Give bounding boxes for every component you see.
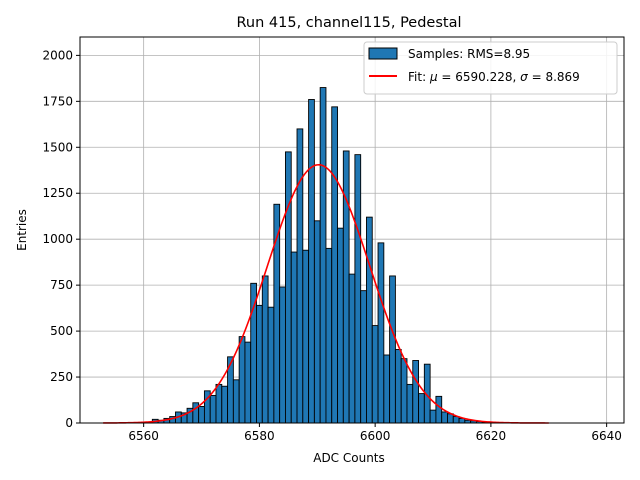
- histogram-bar: [412, 360, 420, 424]
- x-tick-label: 6560: [128, 429, 159, 443]
- histogram-bar: [238, 336, 246, 424]
- histogram-bar: [244, 341, 252, 424]
- histogram-bar: [400, 358, 408, 424]
- x-tick-label: 6600: [360, 429, 391, 443]
- histogram-bar: [406, 383, 414, 424]
- histogram-bar: [371, 325, 379, 424]
- histogram-bar: [313, 220, 321, 424]
- x-axis-label: ADC Counts: [313, 451, 385, 465]
- histogram-bar: [284, 151, 292, 424]
- histogram-bar: [290, 251, 298, 424]
- x-tick-label: 6640: [591, 429, 622, 443]
- histogram-bar: [435, 395, 443, 424]
- x-axis-ticks: 6560 6580 6600 6620 6640: [128, 423, 622, 443]
- histogram-bar: [308, 99, 315, 424]
- y-tick-label: 1250: [42, 186, 73, 200]
- histogram-bar: [389, 275, 396, 424]
- histogram-bar: [360, 290, 367, 424]
- fit-curve: [103, 163, 549, 424]
- histogram-bar: [429, 409, 437, 424]
- histogram-bar: [383, 354, 391, 424]
- y-tick-label: 1750: [42, 94, 73, 108]
- histogram-bar: [366, 216, 373, 424]
- y-tick-label: 500: [50, 324, 73, 338]
- histogram-bar: [354, 154, 362, 424]
- histogram-bar: [441, 411, 448, 424]
- histogram-bar: [250, 282, 257, 424]
- y-axis-ticks: 0 250 500 750 1000 1250 1500 1750 2000: [42, 48, 80, 430]
- histogram-bar: [452, 416, 460, 424]
- legend-fit-mu-value: = 6590.228,: [438, 70, 521, 84]
- histogram-bar: [337, 227, 344, 424]
- legend-histogram-label: Samples: RMS=8.95: [408, 47, 530, 61]
- y-tick-label: 1500: [42, 140, 73, 154]
- grid-lines: [80, 37, 624, 424]
- legend-fit-mu-symbol: μ: [429, 70, 438, 84]
- histogram-bar: [232, 379, 240, 424]
- histogram-bar: [209, 394, 217, 424]
- x-tick-label: 6580: [244, 429, 275, 443]
- y-tick-label: 0: [65, 416, 73, 430]
- histogram-bar: [342, 150, 350, 424]
- legend-fit-sigma-value: = 8.869: [528, 70, 580, 84]
- legend-fit-prefix: Fit:: [408, 70, 430, 84]
- legend-box: [363, 41, 618, 95]
- histogram-bar: [302, 249, 310, 424]
- legend-histogram-swatch: [368, 47, 398, 60]
- histogram-bar: [394, 349, 402, 424]
- histogram-bar: [215, 383, 223, 424]
- histogram-bar: [221, 385, 229, 424]
- y-axis-label: Entries: [15, 209, 29, 251]
- histogram-bar: [296, 128, 304, 424]
- histogram-bar: [267, 306, 275, 424]
- histogram-bar: [198, 406, 205, 424]
- histogram-bar: [261, 275, 269, 424]
- chart-title: Run 415, channel115, Pedestal: [236, 15, 461, 31]
- histogram-bar: [377, 242, 385, 424]
- y-tick-label: 2000: [42, 48, 73, 62]
- histogram-bar: [319, 87, 327, 424]
- legend-fit-sigma-symbol: σ: [520, 70, 528, 84]
- histogram-bar: [348, 273, 356, 424]
- y-tick-label: 750: [50, 278, 73, 292]
- histogram-bar: [256, 304, 263, 424]
- histogram-bar: [279, 286, 286, 424]
- y-tick-label: 1000: [42, 232, 73, 246]
- histogram-bar: [331, 106, 338, 424]
- histogram-bar: [325, 247, 333, 424]
- legend: Samples: RMS=8.95 Fit: μ = 6590.228, σ =…: [363, 41, 618, 95]
- histogram-bar: [418, 393, 425, 424]
- plot-frame: [79, 36, 625, 424]
- x-tick-label: 6620: [476, 429, 507, 443]
- y-tick-label: 250: [50, 370, 73, 384]
- histogram-bar: [192, 402, 200, 424]
- legend-fit-label: Fit: μ = 6590.228, σ = 8.869: [408, 70, 580, 84]
